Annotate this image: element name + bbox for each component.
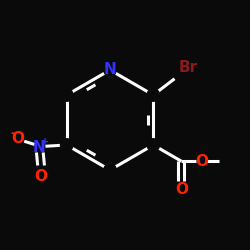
Circle shape	[147, 89, 160, 101]
Circle shape	[147, 139, 160, 151]
Text: N: N	[33, 140, 46, 155]
Circle shape	[104, 64, 116, 76]
Text: O: O	[175, 182, 188, 198]
Circle shape	[60, 89, 73, 101]
Text: O: O	[12, 131, 24, 146]
Text: O: O	[34, 169, 47, 184]
Text: N: N	[104, 62, 117, 78]
Text: +: +	[41, 137, 49, 147]
Text: -: -	[10, 127, 15, 140]
Circle shape	[60, 139, 73, 151]
Text: O: O	[195, 154, 208, 169]
Circle shape	[104, 164, 116, 176]
Text: Br: Br	[178, 60, 198, 75]
